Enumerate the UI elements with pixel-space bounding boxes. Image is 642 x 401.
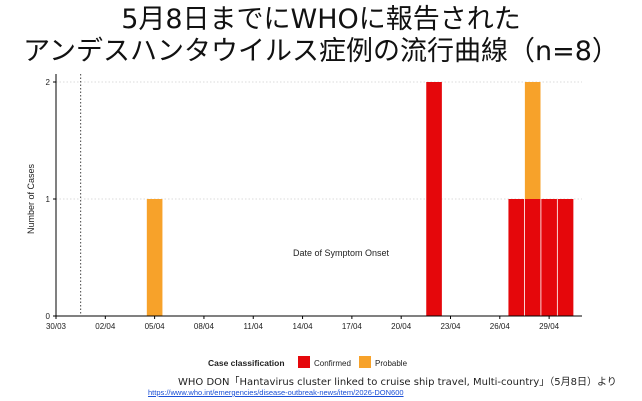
bar-confirmed-27-04	[508, 199, 525, 316]
x-axis-title: Date of Symptom Onset	[293, 248, 390, 258]
legend-swatch-probable	[359, 356, 371, 368]
y-axis-title: Number of Cases	[26, 163, 36, 234]
x-tick-label: 11/04	[244, 322, 264, 331]
y-tick-label: 1	[46, 195, 51, 204]
bar-probable-05-04	[146, 199, 163, 316]
y-tick-label: 0	[46, 312, 51, 321]
x-tick-label: 08/04	[194, 322, 215, 331]
title-line-1: 5月8日までにWHOに報告された	[121, 4, 521, 35]
x-tick-label: 23/04	[440, 322, 461, 331]
source-citation: WHO DON「Hantavirus cluster linked to cru…	[178, 377, 617, 388]
legend: Case classification Confirmed Probable	[208, 356, 408, 368]
bar-confirmed-28-04	[524, 199, 541, 316]
bar-confirmed-22-04	[426, 82, 442, 316]
y-tick-label: 2	[46, 78, 51, 87]
grid-lines	[56, 81, 582, 200]
bar-probable-28-04	[524, 82, 541, 199]
x-tick-label: 20/04	[391, 322, 412, 331]
legend-label-confirmed: Confirmed	[314, 359, 351, 368]
x-tick-label: 30/03	[46, 322, 67, 331]
x-tick-label: 05/04	[145, 322, 166, 331]
x-tick-label: 29/04	[539, 322, 560, 331]
legend-label-probable: Probable	[375, 359, 408, 368]
x-tick-label: 26/04	[490, 322, 511, 331]
x-tick-label: 17/04	[342, 322, 363, 331]
bar-confirmed-29-04	[541, 199, 557, 316]
y-ticks: 0 1 2	[46, 78, 56, 321]
source-link[interactable]: https://www.who.int/emergencies/disease-…	[148, 388, 404, 397]
x-tick-label: 02/04	[95, 322, 116, 331]
x-tick-label: 14/04	[293, 322, 314, 331]
axes	[55, 74, 582, 317]
bar-confirmed-30-04	[557, 199, 574, 316]
title-line-2: アンデスハンタウイルス症例の流行曲線（n=8）	[23, 36, 619, 67]
bars	[146, 82, 574, 316]
legend-title: Case classification	[208, 358, 285, 368]
x-ticks: 30/03 02/04 05/04 08/04 11/04 14/04 17/04 20/04…	[46, 316, 560, 331]
legend-swatch-confirmed	[298, 356, 310, 368]
